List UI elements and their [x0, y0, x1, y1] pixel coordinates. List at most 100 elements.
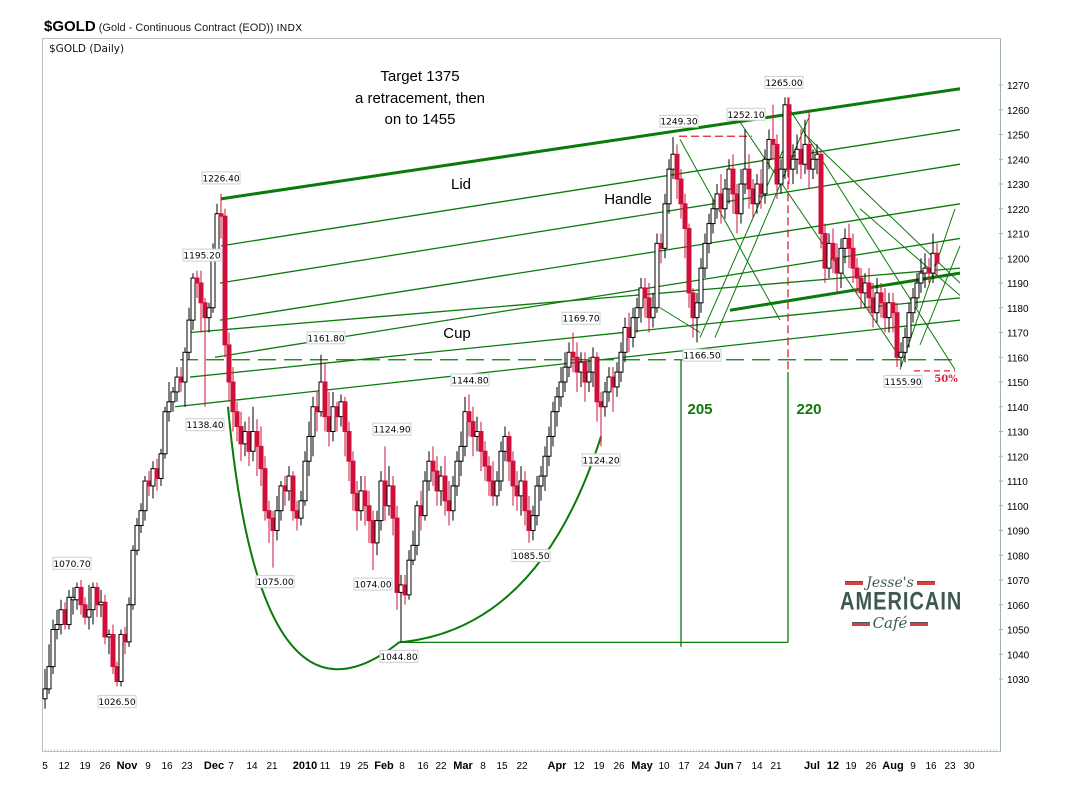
chart-subtitle: $GOLD (Daily)	[49, 43, 125, 55]
symbol-description: (Gold - Continuous Contract (EOD))	[98, 22, 274, 34]
price-label-box	[581, 453, 621, 467]
candle-body	[742, 168, 748, 185]
candle-body	[218, 213, 224, 217]
candle-body	[646, 297, 652, 319]
y-tick-label: 1130	[1007, 428, 1029, 439]
candle-body	[878, 292, 884, 304]
y-tick-label: 1120	[1007, 452, 1029, 463]
candle-body	[118, 633, 124, 682]
candle-body	[226, 344, 232, 383]
candle-body	[858, 277, 864, 294]
price-labels: 1070.70 1026.50 1226.40 1195.20 1138.40 1075.…	[52, 75, 923, 709]
candle-body	[430, 460, 436, 472]
candle-body	[650, 307, 656, 319]
candle-body	[90, 586, 96, 611]
candle-body	[466, 411, 472, 423]
candle-body	[690, 292, 696, 319]
candle-body	[318, 381, 324, 413]
candle-body	[786, 104, 792, 170]
candle-body	[586, 371, 592, 383]
price-label: 1070.70	[53, 560, 90, 570]
trendlines	[174, 87, 961, 671]
x-tick-label: 10	[658, 761, 670, 772]
price-label: 1249.30	[660, 118, 697, 128]
candle-body	[50, 629, 56, 668]
candle-body	[306, 435, 312, 462]
candle-body	[802, 143, 808, 165]
candle-body	[738, 183, 744, 215]
candle-body	[54, 624, 60, 630]
candle-body	[634, 307, 640, 319]
candle-body	[870, 297, 876, 314]
candle-body	[722, 188, 728, 210]
candle-body	[574, 356, 580, 373]
candle-body	[642, 287, 648, 299]
candle-body	[42, 688, 48, 700]
candle-body	[134, 525, 140, 551]
candle-body	[278, 485, 284, 512]
candle-body	[930, 252, 936, 274]
candle-body	[78, 586, 84, 606]
y-tick-label: 1050	[1007, 626, 1030, 637]
candle-body	[866, 282, 872, 299]
y-tick-label: 1170	[1007, 329, 1029, 340]
candle-body	[106, 633, 112, 638]
candle-body	[282, 485, 288, 492]
candle-body	[710, 208, 716, 225]
candle-body	[630, 317, 636, 338]
fan-line-up	[714, 114, 811, 338]
price-label-box	[379, 649, 419, 663]
y-tick-label: 1250	[1007, 131, 1030, 142]
candle-body	[622, 327, 628, 353]
annotation: 205	[687, 401, 712, 418]
x-tick-label: 23	[181, 761, 193, 772]
candle-body	[370, 520, 376, 544]
candle-body	[122, 633, 128, 643]
chart-title: $GOLD (Gold - Continuous Contract (EOD))…	[44, 18, 303, 35]
candle-body	[286, 475, 292, 492]
candle-body	[846, 237, 852, 249]
candle-body	[602, 391, 608, 408]
price-label: 1169.70	[562, 315, 599, 325]
candle-body	[350, 460, 356, 494]
candle-body	[798, 148, 804, 165]
x-tick-label: 16	[925, 761, 937, 772]
exchange: INDX	[276, 23, 303, 34]
y-tick-label: 1180	[1007, 304, 1029, 315]
candle-body	[274, 510, 280, 532]
candle-body	[150, 468, 156, 487]
candle-body	[830, 242, 836, 259]
candle-body	[102, 601, 108, 638]
price-label-box	[255, 575, 295, 589]
candle-body	[478, 431, 484, 452]
candle-body	[838, 247, 844, 274]
candle-body	[302, 460, 308, 502]
candle-body	[790, 158, 796, 170]
candle-body	[670, 153, 676, 170]
candle-body	[258, 445, 264, 470]
price-label: 1161.80	[307, 334, 344, 344]
candle-body	[850, 247, 856, 269]
candle-body	[814, 153, 820, 160]
price-label: 1026.50	[98, 698, 135, 708]
x-tick-label: 8	[399, 761, 405, 772]
annotation: a retracement, then	[355, 90, 485, 107]
candle-body	[114, 666, 120, 682]
candle-body	[886, 302, 892, 319]
y-tick-label: 1070	[1007, 576, 1030, 587]
y-tick-label: 1260	[1007, 106, 1030, 117]
candle-body	[310, 406, 316, 437]
x-tick-label: 2010	[293, 760, 317, 772]
candle-body	[182, 351, 188, 383]
candle-body	[186, 319, 192, 353]
candle-body	[534, 485, 540, 517]
fan-line-down	[859, 208, 961, 296]
price-label: 1044.80	[380, 653, 417, 663]
candle-body	[214, 213, 220, 252]
candle-body	[750, 188, 756, 205]
candle-body	[826, 242, 832, 269]
candle-body	[806, 143, 812, 170]
x-tick-label: 12	[827, 760, 839, 772]
candle-body	[538, 475, 544, 487]
